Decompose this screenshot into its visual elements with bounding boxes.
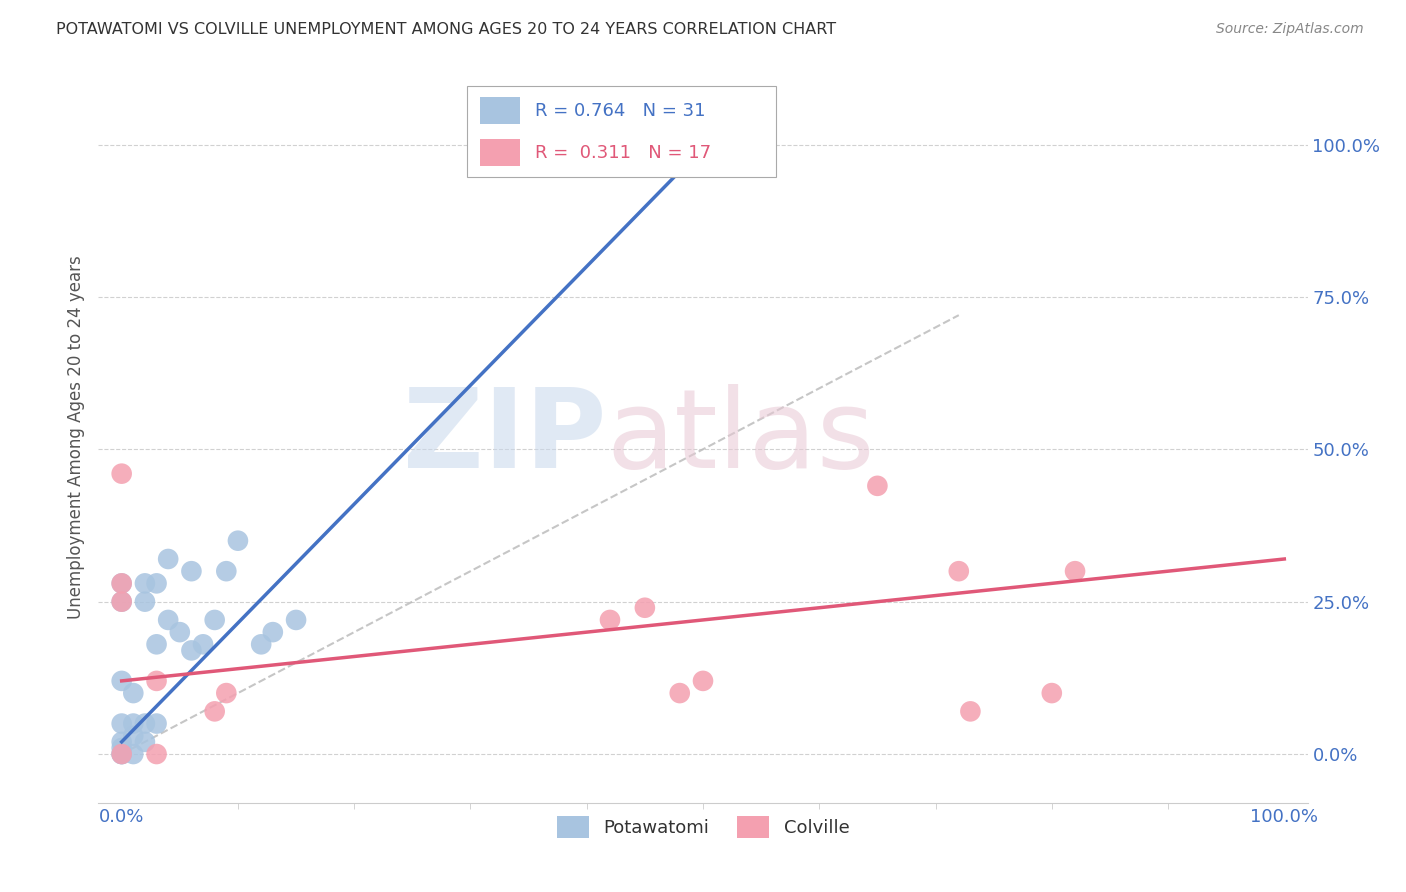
- Point: [111, 576, 134, 591]
- Point: [1064, 564, 1087, 578]
- Point: [111, 747, 134, 761]
- Y-axis label: Unemployment Among Ages 20 to 24 years: Unemployment Among Ages 20 to 24 years: [66, 255, 84, 619]
- Point: [134, 716, 156, 731]
- Point: [668, 686, 690, 700]
- Point: [634, 600, 657, 615]
- Point: [157, 613, 180, 627]
- Point: [959, 705, 981, 719]
- Point: [111, 467, 134, 481]
- Point: [180, 564, 202, 578]
- Point: [169, 625, 191, 640]
- Point: [111, 594, 134, 608]
- Point: [111, 594, 134, 608]
- Point: [1040, 686, 1063, 700]
- Point: [145, 576, 167, 591]
- Text: atlas: atlas: [606, 384, 875, 491]
- Text: POTAWATOMI VS COLVILLE UNEMPLOYMENT AMONG AGES 20 TO 24 YEARS CORRELATION CHART: POTAWATOMI VS COLVILLE UNEMPLOYMENT AMON…: [56, 22, 837, 37]
- Point: [111, 716, 134, 731]
- Point: [122, 747, 145, 761]
- Point: [285, 613, 308, 627]
- Point: [145, 637, 167, 651]
- Point: [692, 673, 714, 688]
- Point: [145, 747, 167, 761]
- Point: [122, 729, 145, 743]
- Point: [111, 740, 134, 755]
- Point: [180, 643, 202, 657]
- Point: [262, 625, 284, 640]
- Point: [226, 533, 249, 548]
- Point: [204, 705, 226, 719]
- Point: [948, 564, 970, 578]
- Point: [215, 686, 238, 700]
- Point: [157, 552, 180, 566]
- Point: [599, 613, 621, 627]
- Text: ZIP: ZIP: [404, 384, 606, 491]
- Point: [122, 716, 145, 731]
- Point: [111, 747, 134, 761]
- Point: [866, 479, 889, 493]
- Point: [204, 613, 226, 627]
- Point: [134, 576, 156, 591]
- Point: [111, 673, 134, 688]
- Point: [215, 564, 238, 578]
- Legend: Potawatomi, Colville: Potawatomi, Colville: [550, 808, 856, 845]
- Point: [122, 686, 145, 700]
- Point: [145, 673, 167, 688]
- Point: [111, 747, 134, 761]
- Point: [250, 637, 273, 651]
- Point: [191, 637, 214, 651]
- Point: [145, 716, 167, 731]
- Point: [134, 594, 156, 608]
- Point: [111, 735, 134, 749]
- Point: [134, 735, 156, 749]
- Text: Source: ZipAtlas.com: Source: ZipAtlas.com: [1216, 22, 1364, 37]
- Point: [111, 576, 134, 591]
